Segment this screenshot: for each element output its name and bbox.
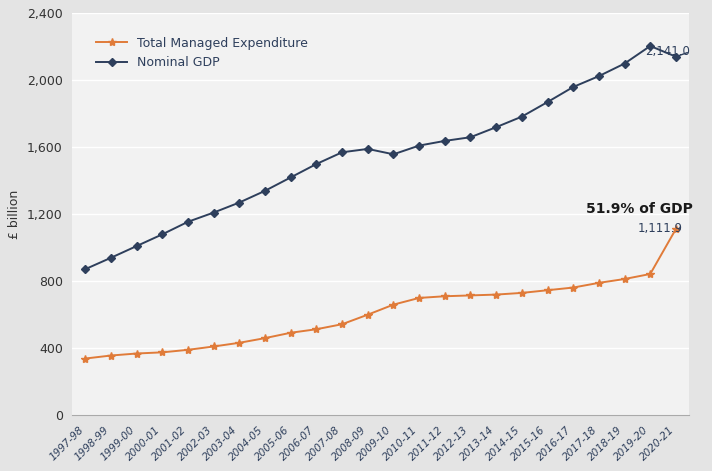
Y-axis label: £ billion: £ billion bbox=[9, 190, 21, 239]
Nominal GDP bbox=[261, 188, 269, 194]
Total Managed Expenditure bbox=[595, 280, 603, 286]
Nominal GDP bbox=[184, 219, 192, 225]
Nominal GDP bbox=[671, 54, 680, 59]
Total Managed Expenditure bbox=[261, 335, 269, 341]
Legend: Total Managed Expenditure, Nominal GDP: Total Managed Expenditure, Nominal GDP bbox=[91, 32, 313, 74]
Nominal GDP bbox=[364, 146, 372, 152]
Nominal GDP bbox=[415, 143, 424, 148]
Nominal GDP bbox=[312, 161, 320, 167]
Nominal GDP bbox=[492, 124, 501, 130]
Nominal GDP bbox=[337, 149, 346, 155]
Nominal GDP bbox=[209, 210, 218, 215]
Nominal GDP bbox=[235, 200, 244, 205]
Total Managed Expenditure bbox=[466, 292, 475, 298]
Total Managed Expenditure bbox=[158, 349, 167, 355]
Total Managed Expenditure bbox=[569, 285, 577, 291]
Nominal GDP bbox=[518, 114, 526, 120]
Nominal GDP bbox=[620, 61, 629, 66]
Total Managed Expenditure bbox=[543, 287, 552, 293]
Nominal GDP bbox=[569, 84, 577, 90]
Total Managed Expenditure bbox=[620, 276, 629, 282]
Line: Nominal GDP: Nominal GDP bbox=[83, 43, 679, 272]
Total Managed Expenditure bbox=[415, 295, 424, 301]
Nominal GDP bbox=[543, 99, 552, 105]
Total Managed Expenditure bbox=[646, 271, 654, 277]
Nominal GDP bbox=[646, 43, 654, 49]
Total Managed Expenditure bbox=[81, 356, 90, 361]
Nominal GDP bbox=[81, 266, 90, 272]
Nominal GDP bbox=[389, 152, 398, 157]
Total Managed Expenditure bbox=[312, 326, 320, 332]
Total Managed Expenditure bbox=[132, 351, 141, 357]
Total Managed Expenditure bbox=[441, 293, 449, 299]
Total Managed Expenditure bbox=[107, 353, 115, 358]
Nominal GDP bbox=[158, 231, 167, 237]
Text: 1,111.9: 1,111.9 bbox=[637, 222, 682, 236]
Total Managed Expenditure bbox=[235, 340, 244, 346]
Nominal GDP bbox=[132, 243, 141, 249]
Total Managed Expenditure bbox=[364, 312, 372, 317]
Total Managed Expenditure bbox=[184, 347, 192, 353]
Total Managed Expenditure bbox=[337, 321, 346, 327]
Nominal GDP bbox=[107, 255, 115, 260]
Total Managed Expenditure bbox=[286, 330, 295, 335]
Nominal GDP bbox=[466, 134, 475, 140]
Total Managed Expenditure bbox=[492, 292, 501, 297]
Total Managed Expenditure bbox=[518, 290, 526, 296]
Nominal GDP bbox=[441, 138, 449, 144]
Total Managed Expenditure bbox=[389, 302, 398, 308]
Text: 51.9% of GDP: 51.9% of GDP bbox=[586, 202, 693, 216]
Text: 2,141.0: 2,141.0 bbox=[645, 45, 690, 58]
Line: Total Managed Expenditure: Total Managed Expenditure bbox=[81, 225, 680, 363]
Nominal GDP bbox=[595, 73, 603, 79]
Nominal GDP bbox=[286, 175, 295, 180]
Total Managed Expenditure bbox=[671, 226, 680, 232]
Total Managed Expenditure bbox=[209, 344, 218, 349]
